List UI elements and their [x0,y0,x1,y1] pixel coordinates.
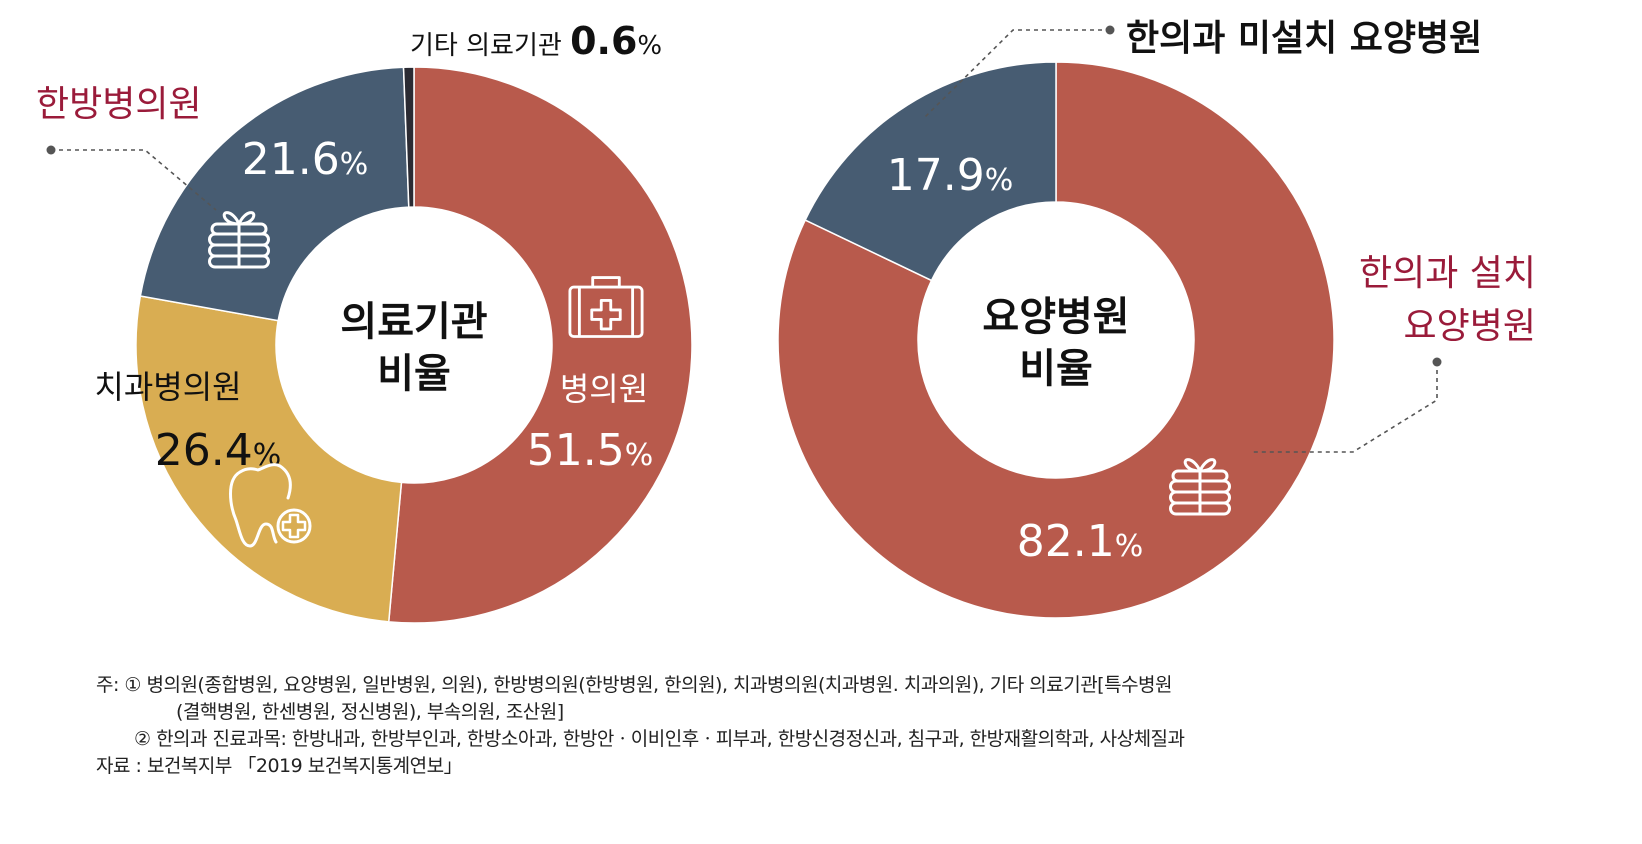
leader-installed [1252,362,1438,453]
footnotes: 주: ① 병의원(종합병원, 요양병원, 일반병원, 의원), 한방병의원(한방… [96,672,1626,780]
chart1-center-label-1: 의료기관 [340,299,487,345]
label-dental-value: 26.4% [155,425,281,476]
note-line-2: (결핵병원, 한센병원, 정신병원), 부속의원, 조산원] [176,701,564,723]
leader-installed-dot [1432,357,1442,367]
chart2-slice-1 [804,61,1057,282]
chart1-slice-2 [139,66,410,322]
herbal-package-icon-2 [1169,458,1231,516]
label-other-value: 0.6 [570,19,637,63]
leader-korean [51,149,217,211]
source-line: 자료 : 보건복지부 「2019 보건복지통계연보」 [96,755,463,777]
leader-not-installed [924,29,1110,118]
label-dental-name: 치과병의원 [94,368,241,406]
label-installed-name-1: 한의과 설치 [1359,253,1536,294]
chart2-center-label-1: 요양병원 [982,294,1129,340]
chart1-slice-0 [387,66,693,624]
label-other-name: 기타 의료기관 0.6% [410,19,662,63]
herbal-package-icon [208,211,270,269]
chart1-slice-3 [402,66,415,208]
chart1-slice-1 [135,295,403,623]
label-not-installed-name: 한의과 미설치 요양병원 [1126,18,1482,59]
label-korean-name: 한방병의원 [36,84,202,125]
chart1-center-label-2: 비율 [377,351,451,397]
note-line-3: ② 한의과 진료과목: 한방내과, 한방부인과, 한방소아과, 한방안ㆍ이비인후… [134,728,1185,750]
chart2-slice-0 [777,61,1335,619]
label-installed-name-2: 요양병원 [1404,306,1536,347]
label-hospital-name: 병의원 [560,370,648,408]
label-not-installed-value: 17.9% [887,150,1013,201]
leader-not-installed-dot [1105,25,1115,35]
leader-korean-dot [46,145,56,155]
note-line-1: 주: ① 병의원(종합병원, 요양병원, 일반병원, 의원), 한방병의원(한방… [96,674,1173,696]
tooth-plus-icon [229,463,312,548]
first-aid-kit-icon [568,276,644,338]
chart2-center-label-2: 비율 [1019,346,1093,392]
